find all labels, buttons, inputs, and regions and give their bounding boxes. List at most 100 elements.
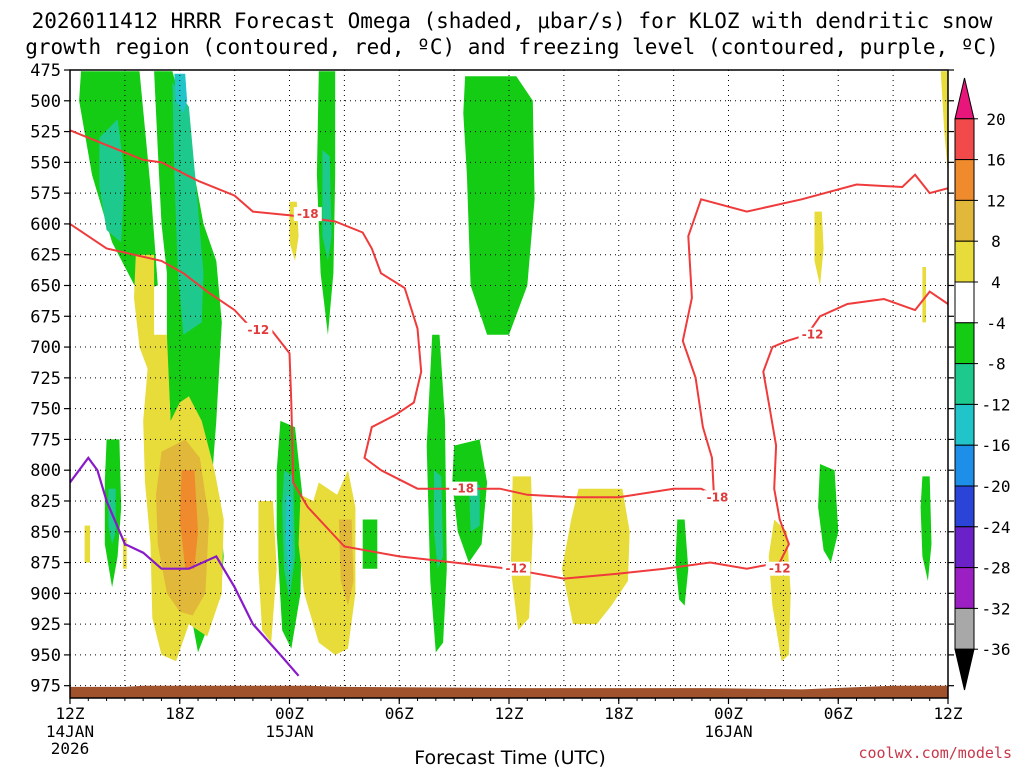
omega-region-7 xyxy=(463,76,535,335)
x-tick-date-6: 16JAN xyxy=(704,722,752,741)
dgz-label-bg-2 xyxy=(703,490,732,505)
y-tick-label-6: 625 xyxy=(30,246,61,266)
y-tick-label-11: 750 xyxy=(30,400,61,420)
x-tick-label-5: 18Z xyxy=(604,704,633,723)
y-tick-label-10: 725 xyxy=(30,369,61,389)
colorbar-label-4: 4 xyxy=(991,273,1001,292)
colorbar: 20 16 12 8 4 -4 -8 -12 -16 -20 -24 -28 -32 -36 xyxy=(954,77,1011,691)
dgz-label-bg-0 xyxy=(293,207,322,222)
dgz-label-bg-5 xyxy=(765,561,794,576)
x-tick-label-7: 06Z xyxy=(824,704,853,723)
colorbar-label-12: -32 xyxy=(982,599,1011,618)
dgz-label-2: -18 xyxy=(707,490,729,504)
plot-content: -18 -18 -18 -12 -12 -12 -12 xyxy=(70,70,948,698)
x-tick-label-3: 06Z xyxy=(385,704,414,723)
y-tick-label-0: 475 xyxy=(30,61,61,81)
y-tick-label-7: 650 xyxy=(30,276,61,296)
dgz-label-5: -12 xyxy=(769,562,791,576)
colorbar-bin-1 xyxy=(954,118,975,161)
terrain-fill xyxy=(70,685,948,698)
colorbar-bin-3 xyxy=(954,199,975,242)
dgz-label-1: -18 xyxy=(452,482,474,496)
colorbar-label-2: 12 xyxy=(986,191,1005,210)
y-tick-label-8: 675 xyxy=(30,307,61,327)
omega-region-34 xyxy=(768,519,791,662)
plot-area: -18 -18 -18 -12 -12 -12 -12 xyxy=(70,70,948,698)
colorbar-label-8: -16 xyxy=(982,436,1011,455)
credit-text: coolwx.com/models xyxy=(858,744,1012,762)
colorbar-bin-2 xyxy=(954,159,975,201)
x-tick-year-0: 2026 xyxy=(51,739,90,758)
x-tick-label-6: 00Z xyxy=(714,704,743,723)
colorbar-bin-5 xyxy=(954,281,975,324)
omega-region-25 xyxy=(179,470,198,569)
y-tick-label-20: 975 xyxy=(30,677,61,697)
y-tick-label-5: 600 xyxy=(30,215,61,235)
omega-region-32 xyxy=(562,488,630,625)
omega-region-22 xyxy=(134,254,155,372)
omega-region-36 xyxy=(922,267,926,323)
omega-region-6 xyxy=(322,150,332,261)
axes: 475 500 525 550 575 600 625 650 675 700 725 750 775 8… xyxy=(30,61,963,758)
colorbar-label-6: -8 xyxy=(986,355,1005,374)
omega-region-26 xyxy=(84,525,91,563)
colorbar-label-13: -36 xyxy=(982,640,1011,659)
chart-title-line2: growth region (contoured, red, ºC) and f… xyxy=(25,35,999,59)
colorbar-bin-9 xyxy=(954,444,975,487)
omega-region-16 xyxy=(434,470,444,569)
colorbar-label-3: 8 xyxy=(991,232,1001,251)
x-tick-label-0: 12Z xyxy=(56,704,85,723)
colorbar-bin-10 xyxy=(954,485,975,528)
colorbar-label-5: -4 xyxy=(986,314,1005,333)
colorbar-label-0: 20 xyxy=(986,110,1005,129)
x-tick-label-8: 12Z xyxy=(934,704,963,723)
y-tick-label-14: 825 xyxy=(30,492,61,512)
colorbar-label-9: -20 xyxy=(982,477,1011,496)
y-tick-label-4: 575 xyxy=(30,184,61,204)
colorbar-bin-8 xyxy=(954,403,975,446)
x-tick-label-4: 12Z xyxy=(495,704,524,723)
y-tick-label-1: 500 xyxy=(30,92,61,112)
omega-region-28 xyxy=(258,501,277,643)
colorbar-top-arrow xyxy=(954,77,975,120)
dgz-label-0: -18 xyxy=(297,207,319,221)
x-tick-label-2: 00Z xyxy=(275,704,304,723)
omega-region-14 xyxy=(362,519,378,569)
colorbar-label-7: -12 xyxy=(982,395,1011,414)
omega-region-29 xyxy=(298,470,356,655)
dgz-label-4: -12 xyxy=(505,562,527,576)
omega-region-31 xyxy=(510,476,533,631)
colorbar-bottom-arrow xyxy=(954,648,975,691)
colorbar-bin-11 xyxy=(954,526,975,569)
omega-region-35 xyxy=(814,211,824,286)
y-tick-label-19: 950 xyxy=(30,646,61,666)
y-tick-label-17: 900 xyxy=(30,584,61,604)
colorbar-bin-13 xyxy=(954,607,975,650)
omega-region-13 xyxy=(285,494,292,575)
y-tick-label-15: 850 xyxy=(30,523,61,543)
colorbar-label-10: -24 xyxy=(982,518,1011,537)
x-tick-date-2: 15JAN xyxy=(265,722,313,741)
y-tick-label-3: 550 xyxy=(30,153,61,173)
colorbar-bin-4 xyxy=(954,240,975,283)
omega-region-21 xyxy=(920,476,932,581)
colorbar-bin-12 xyxy=(954,567,975,609)
x-axis-label: Forecast Time (UTC) xyxy=(414,747,605,768)
x-tick-label-1: 18Z xyxy=(165,704,194,723)
x-tick-date-0: 14JAN xyxy=(46,722,94,741)
colorbar-bin-6 xyxy=(954,322,975,365)
omega-region-19 xyxy=(675,519,689,606)
omega-region-20 xyxy=(818,464,839,563)
freezing-level-line xyxy=(70,456,300,677)
y-tick-label-12: 775 xyxy=(30,430,61,450)
dgz-label-bg-3 xyxy=(244,322,273,337)
colorbar-label-1: 16 xyxy=(986,151,1005,170)
y-tick-label-13: 800 xyxy=(30,461,61,481)
y-tick-label-9: 700 xyxy=(30,338,61,358)
dgz-label-bg-4 xyxy=(502,561,531,576)
y-tick-label-2: 525 xyxy=(30,123,61,143)
omega-region-30 xyxy=(338,519,354,606)
chart-title-line1: 2026011412 HRRR Forecast Omega (shaded, … xyxy=(32,9,993,33)
